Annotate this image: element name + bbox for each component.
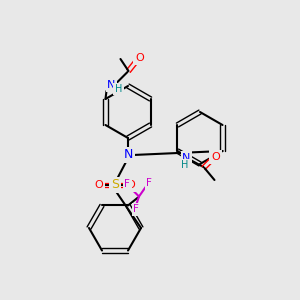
Text: N: N: [123, 148, 133, 161]
Text: F: F: [133, 205, 139, 214]
Text: N: N: [182, 153, 191, 163]
Text: F: F: [146, 178, 152, 188]
Text: O: O: [127, 180, 135, 190]
Text: N: N: [107, 80, 116, 90]
Text: H: H: [115, 84, 122, 94]
Text: O: O: [211, 152, 220, 162]
Text: S: S: [111, 178, 119, 191]
Text: O: O: [94, 180, 103, 190]
Text: H: H: [181, 160, 188, 170]
Text: O: O: [135, 53, 144, 63]
Text: F: F: [124, 179, 130, 190]
